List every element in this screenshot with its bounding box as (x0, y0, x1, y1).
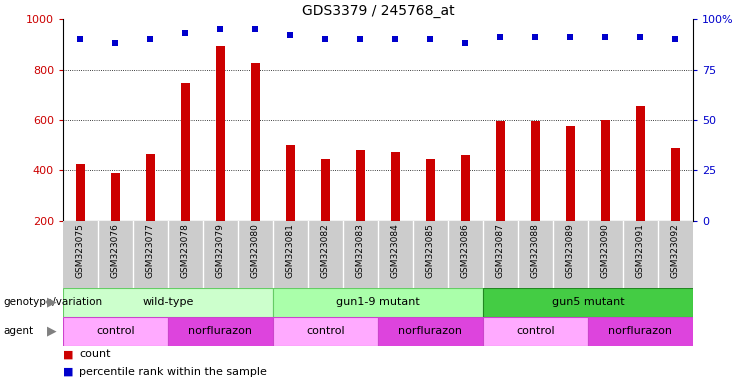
Text: norflurazon: norflurazon (608, 326, 672, 336)
Bar (391, 152, 400, 221)
Text: GSM323085: GSM323085 (426, 223, 435, 278)
Text: GSM323089: GSM323089 (566, 223, 575, 278)
Point (285, 32, 296, 38)
Point (319, 36, 331, 43)
Text: gun5 mutant: gun5 mutant (551, 297, 624, 308)
Text: norflurazon: norflurazon (399, 326, 462, 336)
Bar (588, 317, 693, 346)
Point (110, 40, 122, 46)
Point (494, 34, 506, 40)
Point (354, 36, 366, 43)
Text: GSM323084: GSM323084 (391, 223, 400, 278)
Bar (111, 173, 120, 221)
Bar (356, 150, 365, 221)
Text: GSM323088: GSM323088 (531, 223, 540, 278)
Text: GSM323077: GSM323077 (146, 223, 155, 278)
Bar (461, 155, 470, 221)
Bar (483, 288, 693, 317)
Text: ■: ■ (63, 367, 73, 377)
Point (634, 34, 646, 40)
Bar (63, 288, 273, 317)
Text: GSM323092: GSM323092 (671, 223, 679, 278)
Bar (273, 317, 378, 346)
Bar (531, 121, 539, 221)
Text: control: control (96, 326, 135, 336)
Bar (168, 317, 273, 346)
Text: GSM323079: GSM323079 (216, 223, 225, 278)
Text: GSM323075: GSM323075 (76, 223, 85, 278)
Point (565, 34, 576, 40)
Text: wild-type: wild-type (142, 297, 193, 308)
Bar (181, 83, 190, 221)
Text: genotype/variation: genotype/variation (4, 297, 103, 308)
Point (390, 36, 402, 43)
Text: control: control (516, 326, 555, 336)
Bar (63, 317, 168, 346)
Text: GSM323081: GSM323081 (286, 223, 295, 278)
Text: agent: agent (4, 326, 34, 336)
Title: GDS3379 / 245768_at: GDS3379 / 245768_at (302, 4, 454, 18)
Text: GSM323080: GSM323080 (251, 223, 260, 278)
Bar (496, 121, 505, 221)
Point (179, 30, 191, 36)
Point (459, 40, 471, 46)
Bar (483, 317, 588, 346)
Bar (76, 164, 85, 221)
Bar (251, 63, 260, 221)
Bar (426, 159, 435, 221)
Text: ▶: ▶ (47, 296, 57, 309)
Text: GSM323086: GSM323086 (461, 223, 470, 278)
Text: percentile rank within the sample: percentile rank within the sample (79, 367, 268, 377)
Bar (601, 120, 610, 221)
Bar (286, 145, 295, 221)
Text: GSM323076: GSM323076 (111, 223, 120, 278)
Text: count: count (79, 349, 111, 359)
Bar (378, 317, 483, 346)
Text: GSM323087: GSM323087 (496, 223, 505, 278)
Text: GSM323091: GSM323091 (636, 223, 645, 278)
Point (425, 36, 436, 43)
Text: ▶: ▶ (47, 325, 57, 338)
Bar (216, 46, 225, 221)
Bar (566, 126, 575, 221)
Bar (321, 159, 330, 221)
Text: GSM323078: GSM323078 (181, 223, 190, 278)
Text: ■: ■ (63, 349, 73, 359)
Bar (636, 106, 645, 221)
Point (529, 34, 541, 40)
Point (599, 34, 611, 40)
Bar (273, 288, 483, 317)
Bar (671, 148, 679, 221)
Text: GSM323090: GSM323090 (601, 223, 610, 278)
Text: control: control (306, 326, 345, 336)
Text: norflurazon: norflurazon (188, 326, 253, 336)
Point (75, 36, 87, 43)
Point (669, 36, 681, 43)
Point (144, 36, 156, 43)
Point (250, 26, 262, 32)
Text: GSM323083: GSM323083 (356, 223, 365, 278)
Bar (146, 154, 155, 221)
Point (215, 26, 227, 32)
Text: GSM323082: GSM323082 (321, 223, 330, 278)
Text: gun1-9 mutant: gun1-9 mutant (336, 297, 420, 308)
